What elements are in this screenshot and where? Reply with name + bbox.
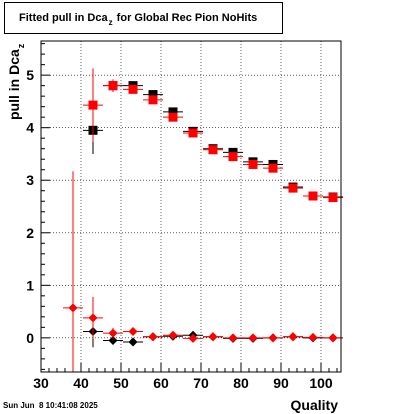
data-point xyxy=(268,333,278,343)
data-point xyxy=(128,337,138,347)
x-tick-label: 30 xyxy=(33,375,49,391)
x-tick-label: 70 xyxy=(193,375,209,391)
chart-title: Fitted pull in Dcaz for Global Rec Pion … xyxy=(19,12,258,27)
data-point xyxy=(108,81,118,91)
y-tick-label: 0 xyxy=(26,330,34,346)
x-tick-label: 60 xyxy=(153,375,169,391)
x-axis-label: Quality xyxy=(290,397,338,413)
data-point xyxy=(248,159,258,169)
data-point xyxy=(208,145,218,155)
data-point xyxy=(188,333,198,343)
data-point xyxy=(168,107,178,117)
y-axis-label-subscript: z xyxy=(16,43,26,49)
plot-background xyxy=(41,41,341,372)
data-point xyxy=(228,152,238,162)
data-point xyxy=(128,327,138,337)
data-point xyxy=(228,333,238,343)
data-point xyxy=(88,100,98,110)
data-point xyxy=(308,191,318,201)
plot-frame xyxy=(40,40,342,373)
x-tick-label: 50 xyxy=(113,375,129,391)
y-axis-label-main: pull in Dca xyxy=(6,49,22,120)
data-point xyxy=(88,313,98,323)
data-point xyxy=(188,128,198,138)
data-point xyxy=(108,335,118,345)
chart-title-rest: for Global Rec Pion NoHits xyxy=(113,12,258,24)
data-point xyxy=(308,332,318,342)
data-point xyxy=(68,303,78,313)
timestamp: Sun Jun 8 10:41:08 2025 xyxy=(3,401,98,410)
x-tick-label: 90 xyxy=(273,375,289,391)
data-point xyxy=(288,183,298,193)
y-tick-label: 5 xyxy=(26,67,34,83)
y-tick-label: 1 xyxy=(26,277,34,293)
data-point xyxy=(148,95,158,105)
x-tick-label: 40 xyxy=(73,375,89,391)
data-point xyxy=(268,163,278,173)
data-point xyxy=(208,332,218,342)
data-point xyxy=(328,333,338,343)
x-tick-label: 80 xyxy=(233,375,249,391)
chart-title-main: Fitted pull in Dca xyxy=(19,12,108,24)
y-tick-label: 3 xyxy=(26,172,34,188)
chart-title-subscript: z xyxy=(108,18,113,27)
data-point xyxy=(168,330,178,340)
y-tick-label: 2 xyxy=(26,225,34,241)
data-point xyxy=(148,90,158,100)
data-point xyxy=(288,332,298,342)
x-tick-label: 100 xyxy=(309,375,333,391)
data-point xyxy=(248,333,258,343)
data-point xyxy=(108,328,118,338)
data-point xyxy=(148,332,158,342)
data-point xyxy=(128,84,138,94)
data-point xyxy=(328,193,338,203)
y-axis-label: pull in Dcaz xyxy=(6,44,26,120)
title-box: Fitted pull in Dcaz for Global Rec Pion … xyxy=(4,2,283,34)
data-point xyxy=(168,112,178,122)
y-tick-label: 4 xyxy=(26,120,34,136)
